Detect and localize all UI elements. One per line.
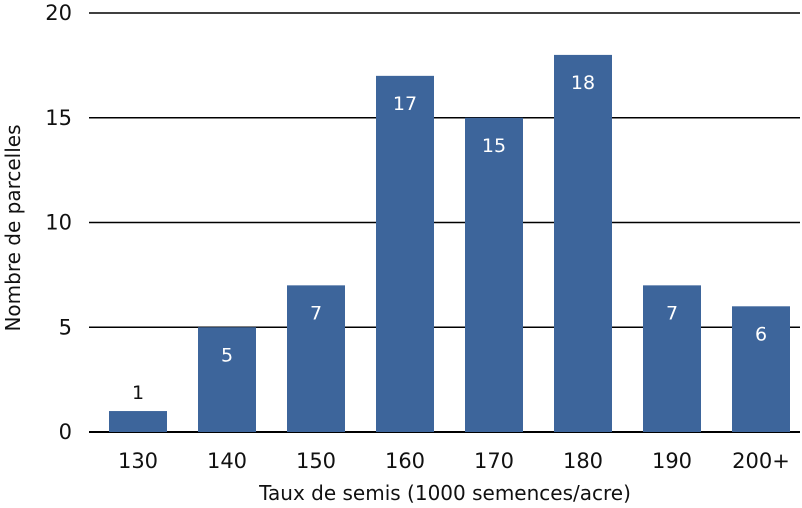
bar-160 [376, 75, 434, 432]
data-label-190: 7 [666, 302, 678, 324]
x-tick-label: 140 [207, 449, 247, 473]
y-tick-label: 5 [59, 315, 72, 339]
x-tick-label: 180 [563, 449, 603, 473]
data-label-160: 17 [393, 93, 417, 115]
bar-190 [643, 285, 701, 432]
y-tick-label: 15 [45, 106, 72, 130]
data-label-180: 18 [571, 72, 595, 94]
y-axis-ticks: 0 5 10 15 20 [45, 1, 72, 444]
data-label-170: 15 [482, 135, 506, 157]
x-tick-label: 190 [652, 449, 692, 473]
bar-140 [198, 327, 256, 432]
data-label-130: 1 [132, 382, 144, 404]
x-tick-label: 150 [296, 449, 336, 473]
y-tick-label: 0 [59, 420, 72, 444]
x-axis-title: Taux de semis (1000 semences/acre) [258, 481, 631, 505]
x-tick-label: 160 [385, 449, 425, 473]
x-tick-label: 200+ [732, 449, 790, 473]
bar-170 [465, 117, 523, 432]
bar-150 [287, 285, 345, 432]
bar-130 [109, 411, 167, 432]
y-axis-title: Nombre de parcelles [1, 124, 25, 331]
y-tick-label: 10 [45, 211, 72, 235]
data-label-140: 5 [221, 344, 233, 366]
y-tick-label: 20 [45, 1, 72, 25]
x-tick-label: 170 [474, 449, 514, 473]
x-tick-label: 130 [118, 449, 158, 473]
x-axis-ticks: 130 140 150 160 170 180 190 200+ [118, 449, 790, 473]
bar-200+ [732, 306, 790, 432]
bar-180 [554, 54, 612, 433]
data-label-150: 7 [310, 302, 322, 324]
bars [109, 54, 790, 433]
data-label-200+: 6 [755, 323, 767, 345]
